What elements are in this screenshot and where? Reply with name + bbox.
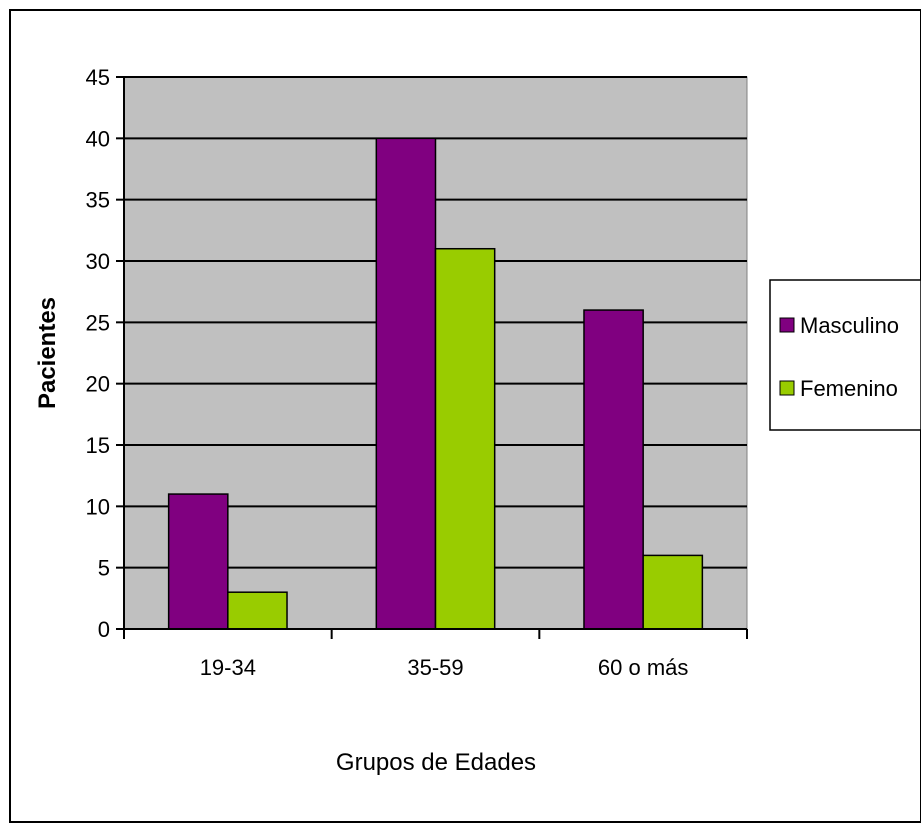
x-tick-label: 19-34 [200, 655, 256, 680]
x-tick-label: 60 o más [598, 655, 689, 680]
y-tick-label: 45 [86, 65, 110, 90]
y-tick-label: 40 [86, 126, 110, 151]
bar-femenino-0 [227, 591, 288, 630]
legend-swatch-masculino [779, 317, 795, 333]
legend-label-masculino: Masculino [800, 313, 899, 338]
legend-swatch-femenino [779, 380, 795, 396]
bar-masculino-0 [167, 493, 229, 630]
y-tick-label: 25 [86, 310, 110, 335]
y-tick-label: 20 [86, 372, 110, 397]
bar-masculino-2 [583, 309, 644, 630]
y-tick-label: 10 [86, 494, 110, 519]
x-tick-label: 35-59 [407, 655, 463, 680]
legend-label-femenino: Femenino [800, 376, 898, 401]
y-tick-label: 5 [98, 556, 110, 581]
bar-masculino-1 [375, 137, 437, 630]
y-axis-title: Pacientes [34, 297, 61, 409]
y-tick-label: 15 [86, 433, 110, 458]
bar-femenino-1 [434, 247, 496, 630]
y-tick-label: 0 [98, 617, 110, 642]
y-tick-label: 35 [86, 188, 110, 213]
x-axis-title: Grupos de Edades [336, 749, 536, 776]
y-tick-labels: 0 5 10 15 20 25 30 35 40 45 [86, 65, 124, 642]
y-tick-label: 30 [86, 249, 110, 274]
legend-box [769, 279, 921, 431]
x-tick-labels: 19-34 35-59 60 o más [200, 655, 689, 680]
legend: Masculino Femenino [769, 279, 921, 431]
axes [123, 77, 748, 639]
bar-femenino-2 [642, 554, 704, 630]
